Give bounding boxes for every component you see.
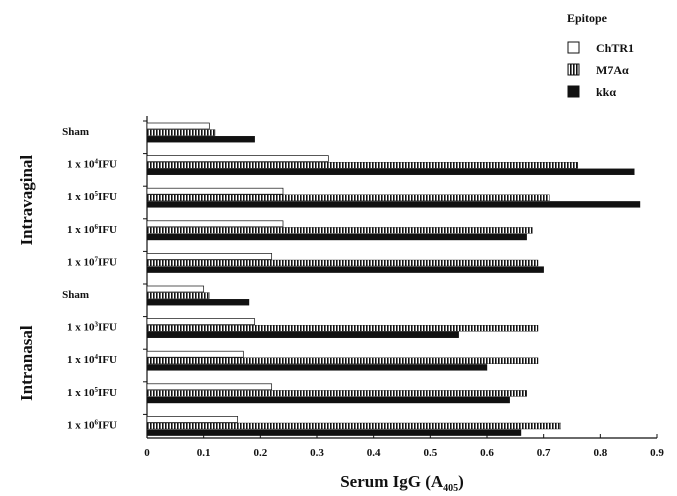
category-label: 1 x 106IFU: [67, 418, 117, 431]
category-label: 1 x 106IFU: [67, 223, 117, 236]
bar-kk: [146, 364, 488, 371]
legend-swatch: [567, 63, 580, 76]
legend-label: M7Aα: [596, 63, 629, 77]
x-tick-label: 0.6: [480, 447, 494, 459]
bar-m7a: [146, 325, 539, 332]
legend-label: ChTR1: [596, 41, 634, 55]
bar-m7a: [146, 357, 539, 364]
bar-m7a: [146, 161, 578, 169]
bar-chtr1: [146, 122, 210, 130]
bar-kk: [146, 429, 522, 436]
bar-chtr1: [146, 383, 273, 391]
x-tick-label: 0.1: [197, 447, 211, 459]
bar-m7a: [146, 292, 210, 299]
bar-chtr1: [146, 253, 273, 260]
bar-chtr1: [146, 318, 256, 325]
category-label: 1 x 107IFU: [67, 255, 117, 268]
x-tick-label: 0.8: [593, 447, 607, 459]
bar-m7a: [146, 390, 527, 397]
bar-kk: [146, 201, 641, 208]
bar-kk: [146, 396, 510, 404]
x-tick-label: 0.9: [650, 447, 664, 459]
x-axis-label: Serum IgG (A405): [340, 472, 464, 494]
legend-title: Epitope: [567, 11, 608, 25]
bar-kk: [146, 299, 250, 306]
bar-kk: [146, 266, 544, 273]
bar-kk: [146, 135, 255, 143]
category-label: Sham: [62, 126, 89, 138]
bar-kk: [146, 331, 459, 338]
legend-label: kkα: [596, 85, 616, 99]
category-label: 1 x 105IFU: [67, 386, 117, 399]
group-label: Intranasal: [17, 325, 36, 401]
group-label: Intravaginal: [17, 155, 36, 246]
bar-m7a: [146, 129, 216, 136]
x-tick-label: 0.3: [310, 447, 324, 459]
bar-m7a: [146, 422, 561, 430]
x-tick-label: 0: [144, 447, 150, 459]
bar-kk: [146, 233, 527, 241]
x-tick-label: 0.4: [367, 447, 381, 459]
x-tick-label: 0.2: [253, 447, 267, 459]
x-tick-label: 0.5: [423, 447, 437, 459]
category-label: 1 x 104IFU: [67, 158, 117, 171]
category-label: 1 x 103IFU: [67, 321, 117, 334]
bar-chtr1: [146, 350, 244, 358]
bar-m7a: [146, 227, 533, 234]
category-label: 1 x 105IFU: [67, 190, 117, 203]
category-label: Sham: [62, 289, 89, 301]
bar-chtr1: [146, 155, 329, 162]
legend-swatch: [567, 41, 580, 54]
bar-kk: [146, 168, 635, 176]
bar-chtr1: [146, 187, 284, 195]
bar-m7a: [146, 259, 539, 267]
category-label: 1 x 104IFU: [67, 353, 117, 366]
x-tick-label: 0.7: [537, 447, 551, 459]
bar-chtr1: [146, 416, 239, 423]
bar-chtr1: [146, 220, 284, 228]
bar-chtr1: [146, 285, 205, 293]
legend-swatch: [567, 85, 580, 98]
bar-m7a: [146, 194, 550, 202]
